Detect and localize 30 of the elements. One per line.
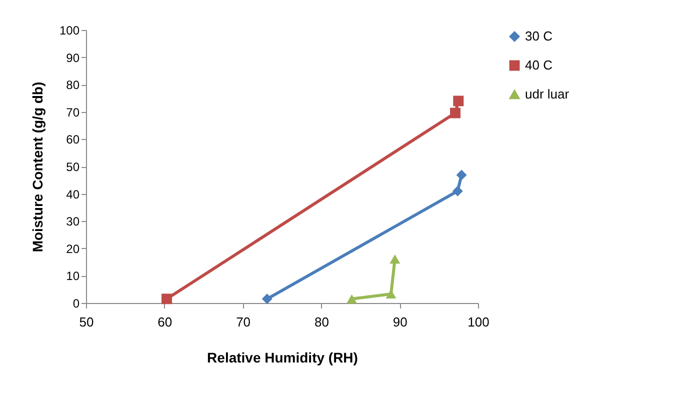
y-tick-label: 30 xyxy=(66,214,80,229)
legend-label: udr luar xyxy=(525,86,570,102)
y-tick-label: 70 xyxy=(66,105,80,120)
x-tick-label: 90 xyxy=(392,314,408,330)
point xyxy=(450,108,461,118)
y-tick-label: 60 xyxy=(66,132,80,147)
point xyxy=(390,254,400,264)
x-axis-title: Relative Humidity (RH) xyxy=(207,350,358,366)
legend-label: 40 C xyxy=(525,58,552,72)
x-tick-label: 60 xyxy=(158,314,172,330)
legend-label: 30 C xyxy=(525,28,552,44)
point xyxy=(456,170,467,180)
x-tick-label: 80 xyxy=(314,314,329,330)
y-tick-label: 50 xyxy=(66,160,80,174)
point xyxy=(453,96,464,106)
y-tick-label: 40 xyxy=(66,187,80,202)
y-tick-label: 100 xyxy=(59,24,80,38)
y-tick-label: 90 xyxy=(66,50,80,65)
x-tick-label: 100 xyxy=(468,314,490,330)
point xyxy=(162,294,172,304)
point xyxy=(452,186,463,196)
point xyxy=(346,294,358,304)
y-tick-label: 80 xyxy=(66,78,80,92)
point xyxy=(262,294,272,304)
y-tick-label: 20 xyxy=(66,242,80,256)
x-tick-label: 70 xyxy=(236,314,251,330)
y-axis-title: Moisture Content (g/g db) xyxy=(29,82,46,252)
y-tick-label: 10 xyxy=(66,269,80,284)
x-tick-label: 50 xyxy=(79,314,94,330)
y-tick-label: 0 xyxy=(72,296,80,310)
